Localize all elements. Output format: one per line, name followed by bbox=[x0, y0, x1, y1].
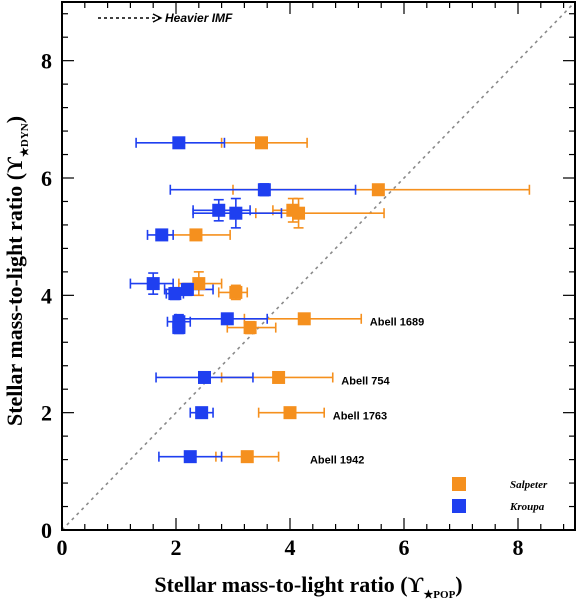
x-tick-label: 0 bbox=[57, 535, 68, 560]
data-point-salpeter bbox=[255, 136, 268, 150]
x-axis-title: Stellar mass-to-light ratio (ϒ★POP) bbox=[154, 572, 462, 601]
y-axis-title-sub: ★DYN bbox=[19, 123, 31, 157]
data-point-kroupa bbox=[180, 282, 194, 296]
y-axis-title-main: Stellar mass-to-light ratio ( bbox=[2, 173, 27, 426]
plot-frame bbox=[61, 1, 576, 531]
data-point-salpeter bbox=[229, 285, 243, 299]
data-point-salpeter bbox=[243, 321, 257, 335]
data-point-kroupa bbox=[257, 183, 271, 197]
x-axis-title-symbol: ϒ bbox=[408, 572, 424, 597]
y-tick-label: 4 bbox=[41, 283, 52, 308]
data-point-salpeter bbox=[283, 406, 297, 420]
data-point-salpeter bbox=[297, 312, 311, 326]
data-point-kroupa bbox=[195, 406, 209, 420]
cluster-label: Abell 1942 bbox=[310, 455, 364, 467]
x-tick-label: 2 bbox=[171, 535, 182, 560]
cluster-label: Abell 1689 bbox=[370, 317, 424, 329]
y-tick-label: 0 bbox=[41, 518, 52, 543]
x-axis-title-main: Stellar mass-to-light ratio ( bbox=[154, 572, 407, 597]
y-tick-label: 6 bbox=[41, 166, 52, 191]
data-point-salpeter bbox=[189, 228, 203, 242]
x-tick-label: 6 bbox=[399, 535, 410, 560]
x-tick-label: 8 bbox=[513, 535, 524, 560]
data-point-kroupa bbox=[198, 370, 211, 384]
data-point-kroupa bbox=[155, 228, 169, 242]
y-axis-title: Stellar mass-to-light ratio (ϒ★DYN) bbox=[2, 116, 31, 426]
cluster-label: Abell 754 bbox=[341, 375, 390, 387]
legend-swatch-salpeter bbox=[452, 477, 466, 491]
data-point-kroupa bbox=[168, 287, 182, 301]
legend-label-kroupa: Kroupa bbox=[509, 501, 545, 513]
data-point-salpeter bbox=[192, 277, 206, 291]
y-tick-label: 2 bbox=[41, 401, 52, 426]
y-axis-title-symbol: ϒ bbox=[2, 157, 27, 173]
data-point-kroupa bbox=[229, 206, 243, 220]
data-point-kroupa bbox=[220, 312, 234, 326]
x-tick-label: 4 bbox=[285, 535, 296, 560]
legend-swatch-kroupa bbox=[452, 499, 466, 513]
data-point-kroupa bbox=[183, 450, 197, 464]
data-point-kroupa bbox=[146, 277, 160, 291]
y-tick-label: 8 bbox=[41, 49, 52, 74]
cluster-label: Abell 1763 bbox=[333, 411, 387, 423]
data-point-kroupa bbox=[212, 203, 226, 217]
data-point-kroupa bbox=[172, 136, 186, 150]
one-to-one-line bbox=[61, 1, 576, 531]
imf-arrow-label: Heavier IMF bbox=[165, 11, 233, 25]
imf-arrow-head bbox=[152, 13, 163, 23]
data-point-salpeter bbox=[292, 206, 306, 220]
y-axis-title-end: ) bbox=[2, 116, 27, 123]
data-point-kroupa bbox=[172, 321, 186, 335]
data-point-salpeter bbox=[272, 370, 286, 384]
x-axis-title-sub: ★POP bbox=[423, 589, 455, 601]
x-axis-title-end: ) bbox=[455, 572, 462, 597]
legend-label-salpeter: Salpeter bbox=[510, 479, 548, 491]
data-point-salpeter bbox=[240, 450, 254, 464]
data-point-salpeter bbox=[371, 183, 385, 197]
